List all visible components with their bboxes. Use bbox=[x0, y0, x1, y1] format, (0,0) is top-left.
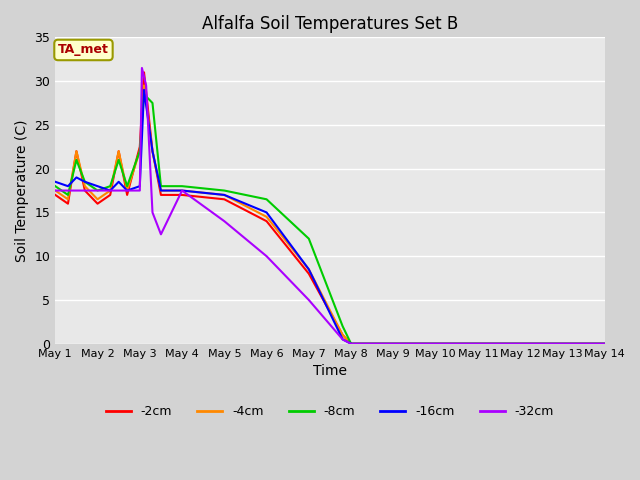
Title: Alfalfa Soil Temperatures Set B: Alfalfa Soil Temperatures Set B bbox=[202, 15, 458, 33]
Legend: -2cm, -4cm, -8cm, -16cm, -32cm: -2cm, -4cm, -8cm, -16cm, -32cm bbox=[100, 400, 559, 423]
Text: TA_met: TA_met bbox=[58, 44, 109, 57]
X-axis label: Time: Time bbox=[313, 364, 347, 378]
Y-axis label: Soil Temperature (C): Soil Temperature (C) bbox=[15, 120, 29, 262]
